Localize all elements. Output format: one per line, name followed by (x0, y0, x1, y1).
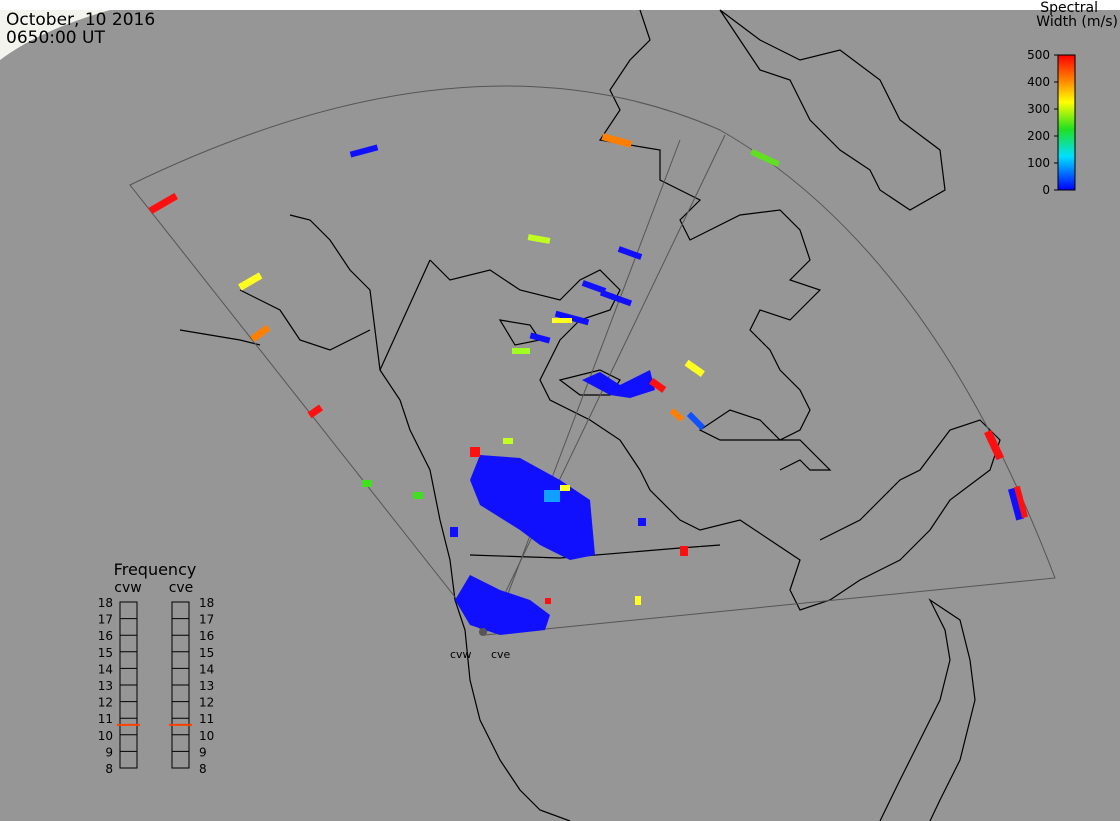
radar-label: cve (491, 648, 511, 661)
echo-cell (581, 280, 607, 294)
echo-cell (470, 447, 480, 457)
radar-name: cve (169, 580, 194, 596)
echo-cell (638, 518, 646, 526)
colorbar (1057, 54, 1076, 191)
echo-cell (503, 438, 513, 444)
frequency-tick-label: 17 (98, 613, 113, 627)
echo-cell (684, 359, 705, 378)
echo-cell (649, 377, 667, 393)
frequency-tick-label: 12 (199, 696, 214, 710)
echo-cell (601, 133, 633, 148)
frequency-tick-label: 16 (98, 629, 113, 643)
echo-cell (349, 144, 379, 158)
frequency-tick-label: 8 (199, 762, 207, 776)
frequency-tick-label: 9 (105, 745, 113, 759)
echo-cell (599, 289, 633, 307)
frequency-tick-label: 12 (98, 696, 113, 710)
echo-cell (148, 192, 178, 214)
frequency-tick-label: 13 (98, 679, 113, 693)
echo-cell (545, 598, 551, 604)
radar-label: cvw (450, 648, 472, 661)
echo-cell (635, 596, 641, 605)
colorbar-tick-label: 300 (1027, 102, 1050, 116)
echo-cell (250, 324, 271, 343)
colorbar-title: Spectral (1040, 0, 1098, 16)
echo-region (455, 575, 550, 635)
radar-name: cvw (114, 580, 141, 596)
echo-cell (1007, 487, 1025, 521)
frequency-tick-label: 11 (98, 712, 113, 726)
colorbar-tick-label: 200 (1027, 129, 1050, 143)
frequency-tick-label: 16 (199, 629, 214, 643)
coastlines (179, 9, 1001, 821)
echo-cell (238, 272, 263, 291)
frequency-tick-label: 9 (199, 745, 207, 759)
top-edge (0, 0, 1120, 10)
frequency-scale: 8 8 9 9 10 10 11 11 12 12 13 13 14 14 15 15 16 16 17 17 18 18 (98, 596, 215, 776)
colorbar-tick-label: 400 (1027, 75, 1050, 89)
echo-cell (527, 234, 551, 244)
daylight-corner (0, 10, 110, 60)
frequency-tick-label: 13 (199, 679, 214, 693)
echo-cell (669, 408, 685, 422)
echo-cell (680, 546, 688, 556)
echo-region (582, 370, 655, 398)
echo-cell (552, 318, 572, 323)
radar-site (479, 628, 487, 636)
colorbar-tick-label: 0 (1042, 183, 1050, 197)
colorbar-title: Width (m/s) (1036, 14, 1118, 30)
echo-cell (984, 429, 1004, 461)
colorbar-tick-label: 100 (1027, 156, 1050, 170)
frequency-tick-label: 14 (199, 662, 214, 676)
frequency-tick-label: 8 (105, 762, 113, 776)
echo-cell (560, 485, 570, 491)
frequency-tick-label: 15 (199, 646, 214, 660)
time: 0650:00 UT (6, 28, 105, 48)
frequency-tick-label: 18 (199, 596, 214, 610)
echo-cells (148, 133, 1029, 635)
colorbar-ticks: 0 100 200 300 400 500 (1027, 48, 1058, 197)
echo-region (470, 455, 595, 560)
echo-cell (529, 332, 551, 344)
echo-cell (512, 348, 530, 354)
echo-cell (450, 527, 458, 537)
echo-cell (686, 411, 706, 431)
frequency-title: Frequency (114, 560, 197, 579)
frequency-tick-label: 10 (199, 729, 214, 743)
echo-cell (413, 492, 423, 499)
frequency-tick-label: 11 (199, 712, 214, 726)
frequency-tick-label: 15 (98, 646, 113, 660)
date: October, 10 2016 (6, 10, 155, 30)
echo-cell (750, 148, 780, 168)
echo-cell (307, 404, 324, 419)
frequency-tick-label: 10 (98, 729, 113, 743)
echo-cell (617, 246, 643, 260)
frequency-tick-label: 17 (199, 613, 214, 627)
frequency-tick-label: 18 (98, 596, 113, 610)
frequency-tick-label: 14 (98, 662, 113, 676)
echo-cell (544, 490, 560, 502)
colorbar-tick-label: 500 (1027, 48, 1050, 62)
echo-cell (362, 480, 372, 487)
echo-cell (1013, 485, 1029, 519)
